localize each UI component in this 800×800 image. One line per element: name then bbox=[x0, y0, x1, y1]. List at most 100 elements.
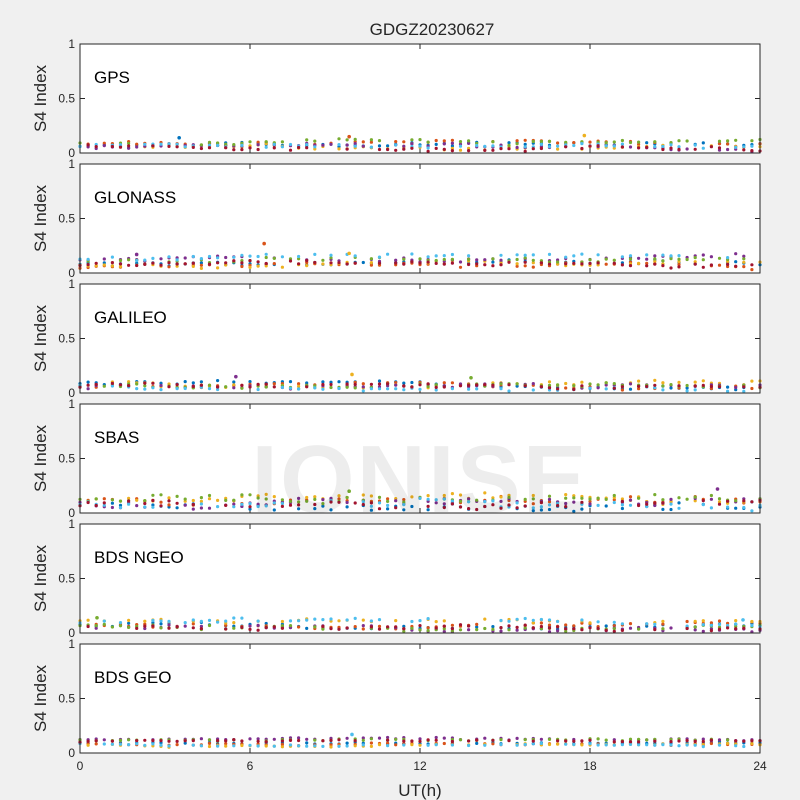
data-point bbox=[523, 742, 527, 747]
data-point bbox=[305, 495, 309, 500]
data-point bbox=[653, 262, 657, 266]
data-point bbox=[515, 253, 519, 257]
data-point bbox=[264, 252, 268, 256]
data-point bbox=[102, 501, 106, 505]
data-point bbox=[515, 257, 519, 262]
data-point bbox=[669, 143, 673, 147]
data-point bbox=[604, 497, 608, 501]
data-point bbox=[612, 382, 616, 386]
data-point bbox=[361, 389, 365, 393]
data-point bbox=[709, 493, 714, 498]
data-point bbox=[369, 494, 373, 498]
data-point bbox=[750, 741, 754, 746]
data-point bbox=[701, 146, 705, 150]
data-point bbox=[547, 626, 552, 630]
data-point bbox=[240, 259, 244, 263]
data-point bbox=[556, 503, 560, 508]
data-point bbox=[329, 385, 333, 390]
data-point bbox=[628, 382, 633, 386]
data-point bbox=[402, 503, 406, 507]
data-point bbox=[386, 741, 390, 745]
data-point bbox=[434, 142, 438, 146]
data-point bbox=[305, 146, 309, 150]
data-point bbox=[434, 498, 438, 502]
data-point bbox=[86, 387, 90, 391]
data-point bbox=[127, 625, 131, 630]
data-point bbox=[313, 139, 317, 143]
data-point bbox=[207, 387, 212, 391]
data-point bbox=[475, 741, 479, 746]
data-point bbox=[588, 382, 592, 386]
data-point bbox=[369, 263, 373, 267]
data-point bbox=[394, 737, 398, 742]
data-point bbox=[402, 140, 406, 144]
data-point bbox=[539, 741, 544, 746]
data-point bbox=[191, 502, 195, 507]
data-point bbox=[491, 140, 495, 144]
data-point bbox=[329, 617, 333, 621]
data-point bbox=[669, 383, 673, 387]
data-point bbox=[199, 496, 203, 500]
data-point bbox=[750, 379, 754, 383]
data-point-peak bbox=[350, 732, 354, 737]
data-point bbox=[499, 387, 503, 391]
data-point bbox=[102, 141, 106, 145]
data-point bbox=[507, 141, 511, 145]
panel-gps: S4 Index 0 0.5 1 GPS bbox=[31, 37, 762, 160]
data-point bbox=[717, 497, 722, 501]
data-point bbox=[216, 143, 220, 147]
panel-sbas: S4 Index 0 0.5 1 SBAS bbox=[31, 397, 762, 520]
data-point bbox=[458, 140, 463, 144]
data-point bbox=[531, 626, 535, 630]
data-point bbox=[564, 145, 568, 149]
data-point bbox=[628, 257, 633, 261]
data-point bbox=[483, 617, 487, 621]
data-point bbox=[329, 256, 333, 260]
data-point bbox=[240, 143, 244, 147]
data-point bbox=[475, 383, 479, 387]
data-point bbox=[556, 739, 560, 743]
data-point bbox=[491, 144, 495, 148]
data-point bbox=[369, 741, 373, 745]
data-point bbox=[402, 739, 406, 743]
data-point bbox=[628, 498, 633, 502]
data-point bbox=[329, 261, 333, 265]
data-point bbox=[118, 506, 123, 510]
data-point bbox=[491, 148, 495, 152]
data-point bbox=[361, 624, 365, 628]
data-point bbox=[434, 385, 438, 389]
data-point bbox=[167, 744, 171, 748]
data-point bbox=[224, 739, 228, 743]
data-point bbox=[628, 737, 633, 741]
data-point bbox=[523, 626, 527, 630]
data-point bbox=[701, 499, 705, 503]
data-point bbox=[588, 738, 592, 742]
data-point bbox=[232, 626, 236, 630]
data-point bbox=[305, 737, 309, 741]
plot-frame bbox=[79, 43, 761, 154]
data-point bbox=[321, 624, 325, 629]
data-point bbox=[531, 506, 535, 510]
data-point bbox=[475, 622, 479, 627]
y-axis-label: S4 Index bbox=[31, 304, 50, 372]
data-point bbox=[564, 739, 568, 743]
data-point bbox=[191, 739, 195, 743]
data-point bbox=[167, 261, 171, 265]
data-point bbox=[750, 739, 754, 743]
data-point bbox=[717, 627, 722, 631]
data-point bbox=[264, 625, 268, 630]
data-point bbox=[224, 255, 228, 260]
data-point bbox=[151, 503, 155, 507]
data-point bbox=[394, 381, 398, 385]
data-point bbox=[515, 743, 519, 747]
data-point bbox=[394, 261, 398, 265]
data-point bbox=[199, 263, 203, 267]
data-point bbox=[426, 146, 430, 150]
data-point bbox=[580, 496, 584, 500]
data-point bbox=[523, 149, 527, 153]
data-point bbox=[345, 626, 349, 630]
data-point bbox=[288, 380, 293, 384]
data-point bbox=[685, 739, 689, 743]
data-point bbox=[580, 142, 584, 146]
data-point bbox=[175, 387, 179, 391]
